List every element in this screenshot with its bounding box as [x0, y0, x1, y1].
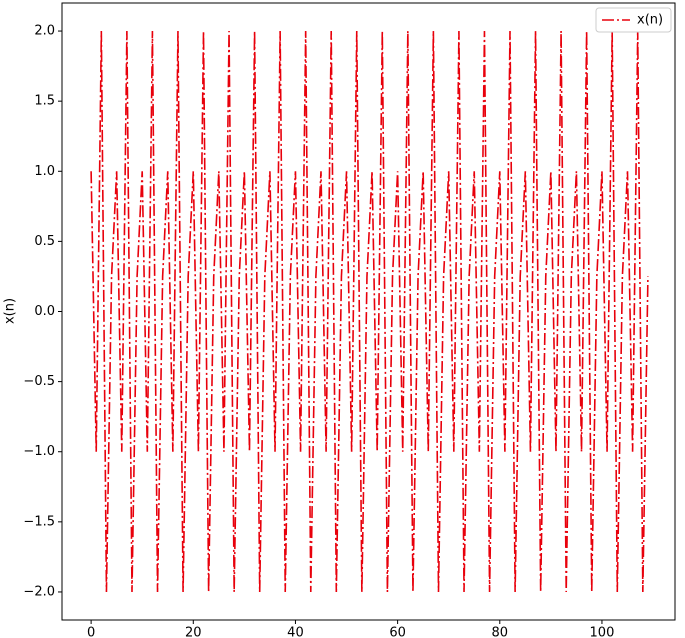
y-tick-label: −0.5 [23, 374, 55, 389]
y-tick-label: −1.0 [23, 444, 55, 459]
x-tick-label: 60 [389, 626, 406, 638]
y-tick-label: 0.0 [34, 304, 55, 319]
data-line [90, 31, 649, 592]
x-tick-label: 0 [87, 626, 95, 638]
y-tick-label: 2.0 [34, 24, 55, 39]
x-tick-label: 100 [590, 626, 615, 638]
plot-frame [61, 2, 676, 621]
y-axis-label: x(n) [3, 298, 18, 324]
legend-label: x(n) [637, 13, 663, 28]
y-tick-label: −1.5 [23, 514, 55, 529]
x-tick-label: 40 [287, 626, 304, 638]
y-tick-label: 1.0 [34, 164, 55, 179]
legend-box [595, 7, 672, 33]
y-tick-label: 0.5 [34, 234, 55, 249]
x-tick-label: 80 [492, 626, 509, 638]
y-tick-label: −2.0 [23, 584, 55, 599]
y-tick-label: 1.5 [34, 94, 55, 109]
x-tick-label: 20 [185, 626, 202, 638]
